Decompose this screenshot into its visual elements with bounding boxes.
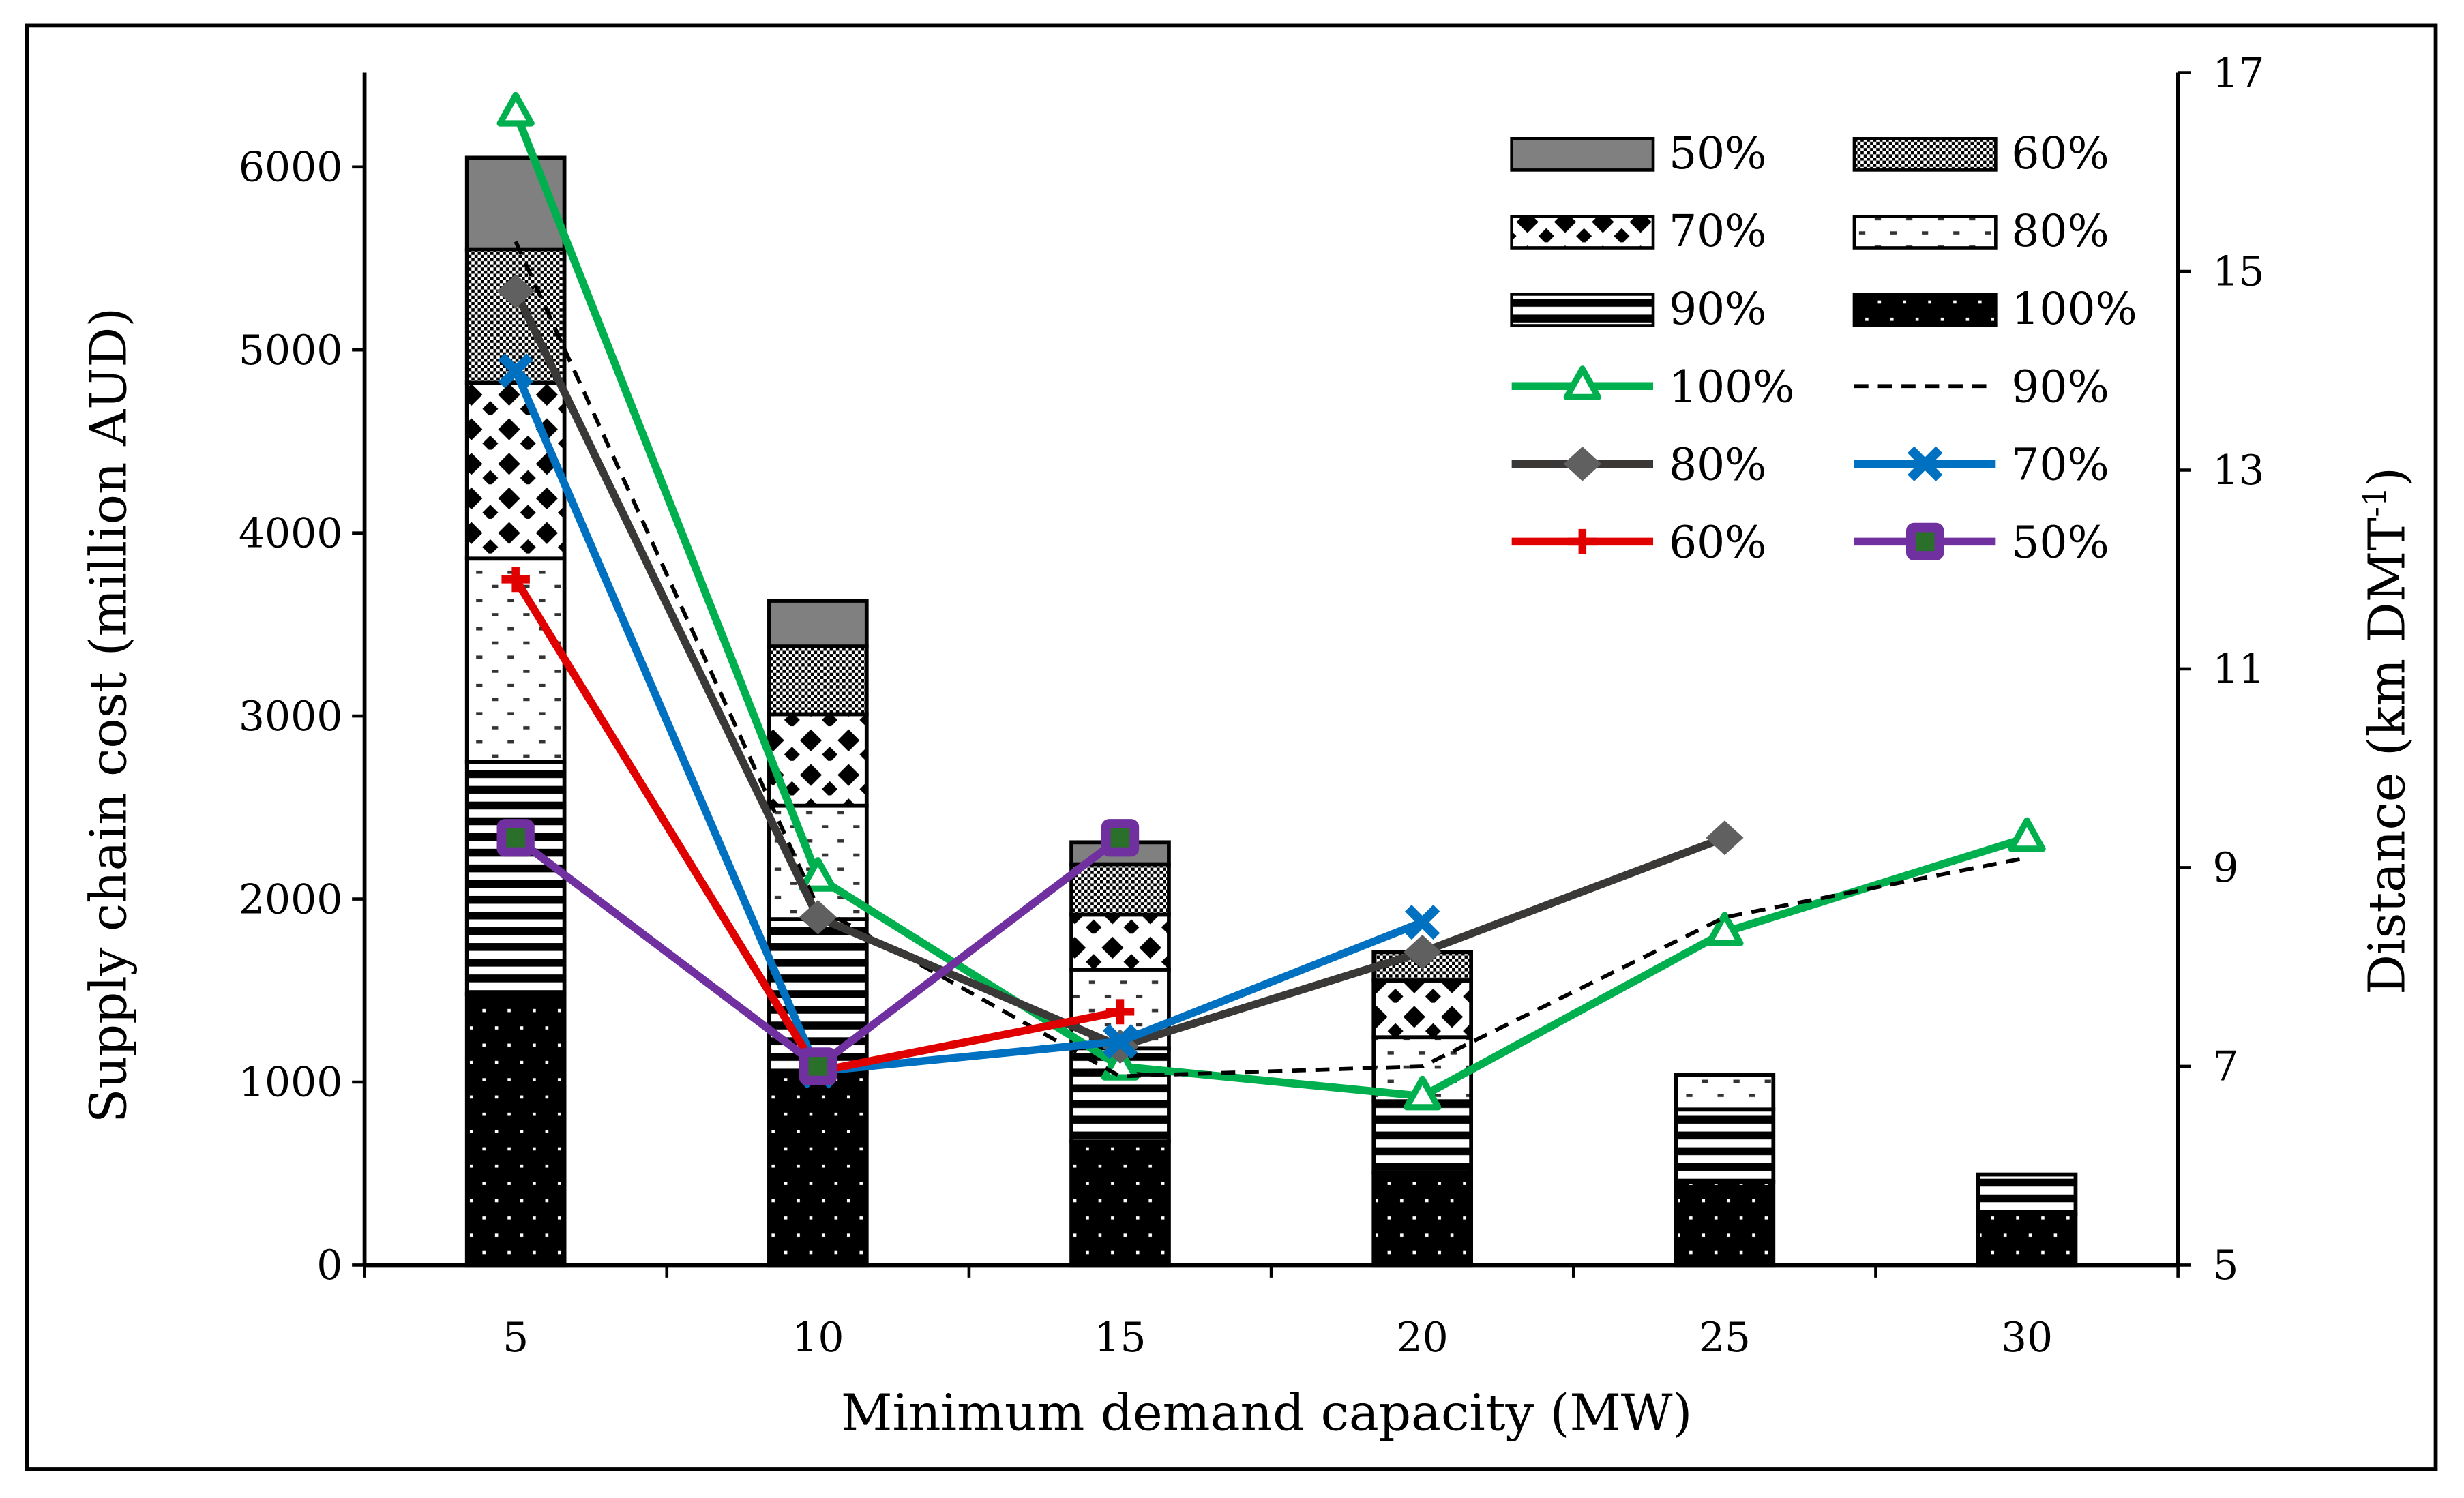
bar-segment-90pct-20 <box>1371 1099 1474 1175</box>
x-tick-label: 30 <box>2001 1314 2053 1362</box>
legend-bar-label: 100% <box>2011 284 2137 335</box>
data-point-marker <box>496 273 535 309</box>
legend-line-swatch-70pct <box>1854 446 1996 481</box>
y2-tick-label: 9 <box>2212 844 2238 892</box>
x-tick-label: 10 <box>792 1314 844 1362</box>
y-tick-label: 4000 <box>239 509 342 557</box>
y2-tick-label: 15 <box>2212 248 2264 296</box>
line-path <box>514 241 2028 1079</box>
data-point-marker <box>498 353 533 389</box>
x-tick-label: 5 <box>503 1314 529 1362</box>
legend-bar-label: 60% <box>2011 128 2109 179</box>
bar-segment-70pct-20 <box>1371 978 1474 1040</box>
legend-bar-swatch-60pct <box>1852 137 1998 172</box>
bar-segment-100pct-10 <box>767 1070 869 1268</box>
bar-segment-100pct-25 <box>1674 1180 1776 1268</box>
x-tick-label: 20 <box>1397 1314 1449 1362</box>
line-series-50pct <box>496 819 1140 1085</box>
data-point-marker <box>1105 999 1135 1025</box>
y2-tick-label: 17 <box>2212 49 2264 97</box>
legend-marker <box>1563 365 1601 400</box>
data-point-marker <box>496 91 535 127</box>
y-tick-label: 2000 <box>239 875 342 923</box>
y2-tick-label: 7 <box>2212 1043 2238 1091</box>
legend-line-label: 80% <box>1669 439 1766 490</box>
legend-bar-swatch-90pct <box>1510 293 1655 327</box>
legend-bar-swatch-70pct <box>1510 215 1655 250</box>
y2-tick-label: 13 <box>2212 447 2264 494</box>
legend-bar-label: 50% <box>1669 128 1766 179</box>
data-point-marker <box>1101 819 1140 857</box>
legend-line-label: 60% <box>1669 517 1766 568</box>
bar-segment-60pct-15 <box>1069 862 1171 917</box>
data-point-marker <box>2008 817 2046 852</box>
y-tick-label: 1000 <box>239 1059 342 1107</box>
y2-axis-label: Distance (km DMT-1) <box>2356 467 2417 995</box>
data-point-marker <box>496 819 535 857</box>
data-point-marker <box>1404 935 1442 970</box>
axes-layer: 0 1000 2000 3000 4000 5000 6000 5 7 9 11 13 15 17 5 10 1… <box>239 49 2265 1362</box>
bar-segment-70pct-10 <box>767 712 869 808</box>
data-point-marker <box>1706 820 1744 856</box>
legend-line-label: 100% <box>1669 361 1794 413</box>
data-point-marker <box>799 857 837 892</box>
bar-segment-100pct-15 <box>1069 1139 1171 1268</box>
legend-bar-swatch-100pct <box>1852 293 1998 327</box>
legend-line-label: 70% <box>2011 439 2109 490</box>
y2-tick-label: 5 <box>2212 1242 2238 1289</box>
y-tick-label: 6000 <box>239 144 342 192</box>
x-tick-label: 15 <box>1094 1314 1146 1362</box>
data-point-marker <box>1706 912 1744 946</box>
bar-segment-90pct-5 <box>464 760 567 997</box>
bar-segment-70pct-5 <box>464 380 567 561</box>
legend: 50% 60% 70% 80% 90% 100% 100% 90% 80% 70% 60% 50% <box>1510 128 2137 568</box>
bar-segment-90pct-25 <box>1674 1107 1776 1184</box>
bar-segment-90pct-30 <box>1976 1172 2078 1216</box>
bar-segment-60pct-10 <box>767 644 869 717</box>
bar-segment-70pct-15 <box>1069 912 1171 972</box>
data-point-marker <box>799 1047 837 1085</box>
data-point-marker <box>1102 1023 1138 1060</box>
bar-segment-100pct-5 <box>464 992 567 1268</box>
legend-marker <box>1568 528 1597 554</box>
y2-tick-label: 11 <box>2212 646 2264 693</box>
legend-marker <box>1908 446 1943 481</box>
line-path <box>511 369 1424 1075</box>
data-point-marker <box>501 567 530 593</box>
legend-marker <box>1563 446 1601 481</box>
legend-line-swatch-50pct <box>1854 522 1996 560</box>
legend-bar-label: 70% <box>1669 206 1766 257</box>
legend-line-swatch-100pct <box>1511 365 1654 400</box>
y-tick-label: 0 <box>316 1242 342 1289</box>
bar-segment-100pct-20 <box>1371 1170 1474 1268</box>
line-series-90pct <box>514 241 2028 1079</box>
bar-segment-100pct-30 <box>1976 1212 2078 1268</box>
line-path <box>511 110 2028 1100</box>
legend-marker <box>1906 522 1944 560</box>
bars-layer <box>464 155 2078 1268</box>
legend-bar-swatch-80pct <box>1852 215 1998 250</box>
y-tick-label: 3000 <box>239 693 342 740</box>
data-point-marker <box>799 899 837 935</box>
legend-line-label: 50% <box>2011 517 2109 568</box>
data-point-marker <box>1405 904 1440 940</box>
legend-bar-label: 90% <box>1669 284 1766 335</box>
legend-line-swatch-80pct <box>1511 446 1654 481</box>
bar-segment-50pct-10 <box>767 599 869 648</box>
x-axis-label: Minimum demand capacity (MW) <box>841 1384 1692 1442</box>
legend-bar-swatch-50pct <box>1510 137 1655 172</box>
y-tick-label: 5000 <box>239 327 342 374</box>
data-point-marker <box>1404 1075 1442 1111</box>
x-tick-label: 25 <box>1699 1314 1751 1362</box>
y-axis-label: Supply chain cost (million AUD) <box>80 308 138 1123</box>
legend-bar-label: 80% <box>2011 206 2109 257</box>
bar-segment-80pct-25 <box>1674 1073 1776 1112</box>
legend-line-label: 90% <box>2011 361 2109 413</box>
legend-line-swatch-60pct <box>1511 528 1654 554</box>
lines-layer <box>496 91 2046 1111</box>
